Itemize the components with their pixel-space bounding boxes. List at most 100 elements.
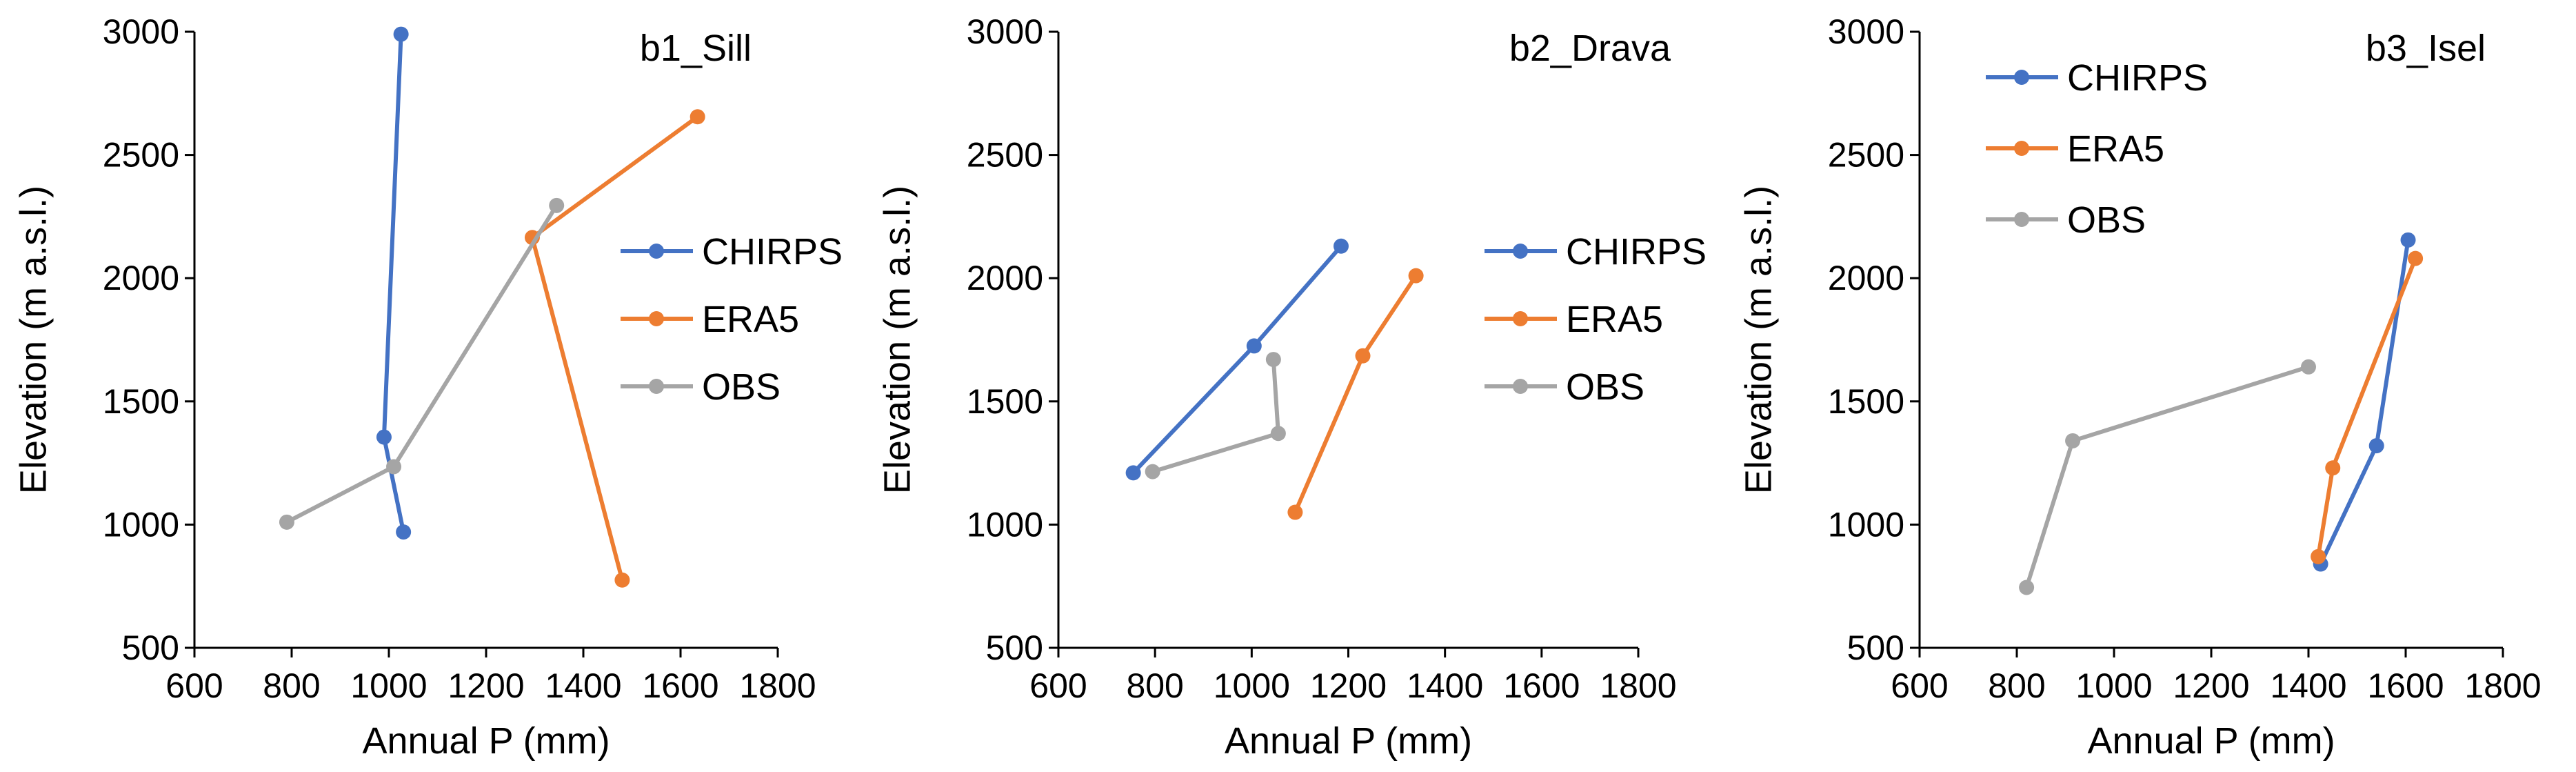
series-line-chirps (1131, 244, 1343, 475)
data-point-chirps (376, 429, 392, 445)
legend-swatch-marker-obs (649, 379, 664, 394)
legend-swatch-marker-era5 (2014, 141, 2029, 156)
x-tick-label: 1000 (350, 666, 427, 705)
legend-swatch-marker-chirps (649, 244, 664, 259)
y-tick-label: 1500 (1828, 382, 1904, 421)
x-tick-label: 1800 (2464, 666, 2541, 705)
y-tick-label: 1500 (967, 382, 1043, 421)
data-point-chirps (396, 524, 412, 540)
y-tick-label: 2000 (967, 259, 1043, 297)
data-point-chirps (2400, 232, 2416, 248)
chart-panel-3: 500 1000 1500 2000 2500 3000 600 800 1000 1200 140… (1738, 12, 2541, 762)
y-axis-title: Elevation (m a.s.l.) (876, 186, 918, 494)
x-tick-label: 600 (165, 666, 223, 705)
x-axis-title: Annual P (mm) (1225, 720, 1472, 762)
y-tick-label: 500 (986, 629, 1043, 667)
data-point-obs (386, 459, 402, 475)
y-tick-label: 500 (122, 629, 179, 667)
data-point-obs (279, 514, 294, 530)
x-tick-label: 1600 (2367, 666, 2444, 705)
y-tick-label: 1000 (967, 505, 1043, 544)
legend-swatch-marker-era5 (1513, 311, 1528, 326)
x-tick-label: 800 (1988, 666, 2045, 705)
panel-title: b1_Sill (640, 28, 752, 69)
chart-panel-2: 500 1000 1500 2000 2500 3000 600 800 1000 1200 140… (876, 12, 1707, 762)
y-tick-label: 1500 (103, 382, 179, 421)
legend: CHIRPS ERA5 OBS (1485, 231, 1707, 408)
legend-label-obs: OBS (1566, 366, 1644, 408)
chart-panel-1: 500 1000 1500 2000 2500 3000 600 800 1000 1200 140… (12, 12, 843, 762)
legend-swatch-marker-chirps (2014, 70, 2029, 85)
data-point-era5 (1287, 504, 1303, 520)
y-axis-title: Elevation (m a.s.l.) (1738, 186, 1779, 494)
x-axis-title: Annual P (mm) (2087, 720, 2335, 762)
x-tick-label: 1600 (642, 666, 718, 705)
legend: CHIRPS ERA5 OBS (621, 231, 843, 408)
legend-label-obs: OBS (2067, 199, 2146, 241)
y-tick-label: 3000 (1828, 12, 1904, 51)
legend-label-era5: ERA5 (1566, 299, 1663, 340)
series-line-era5 (1293, 273, 1418, 515)
series-line-chirps (2318, 237, 2411, 566)
x-tick-label: 1000 (2075, 666, 2152, 705)
x-tick-label: 800 (1126, 666, 1183, 705)
x-tick-label: 1600 (1503, 666, 1580, 705)
data-point-chirps (1246, 338, 1262, 354)
data-point-era5 (690, 109, 705, 125)
data-point-chirps (393, 26, 409, 42)
data-point-obs (2019, 580, 2035, 595)
data-point-obs (1265, 352, 1281, 368)
data-point-chirps (2368, 438, 2384, 454)
series-line-obs (2024, 364, 2311, 590)
legend-label-chirps: CHIRPS (2067, 57, 2208, 99)
series-line-obs (284, 203, 559, 524)
legend: CHIRPS ERA5 OBS (1986, 57, 2208, 241)
data-point-era5 (1408, 268, 1424, 284)
y-tick-label: 2000 (1828, 259, 1904, 297)
y-tick-label: 3000 (103, 12, 179, 51)
series-line-era5 (2316, 256, 2418, 559)
data-point-obs (1270, 426, 1286, 442)
series-line-era5 (530, 115, 700, 582)
panel-title: b3_Isel (2366, 28, 2486, 69)
legend-label-era5: ERA5 (2067, 128, 2164, 170)
series-line-obs (1150, 357, 1280, 474)
x-tick-label: 1000 (1214, 666, 1290, 705)
data-point-obs (2065, 433, 2081, 448)
y-tick-label: 2500 (103, 136, 179, 175)
y-tick-label: 1000 (1828, 505, 1904, 544)
y-tick-label: 3000 (967, 12, 1043, 51)
legend-swatch-marker-era5 (649, 311, 664, 326)
data-point-obs (2301, 359, 2316, 375)
x-tick-label: 1400 (545, 666, 621, 705)
data-point-era5 (2408, 250, 2424, 266)
x-tick-label: 600 (1029, 666, 1087, 705)
data-point-obs (549, 197, 565, 213)
y-tick-label: 2500 (967, 136, 1043, 175)
data-point-obs (1145, 464, 1160, 479)
legend-swatch-marker-chirps (1513, 244, 1528, 259)
x-tick-label: 1400 (1407, 666, 1483, 705)
y-tick-label: 1000 (103, 505, 179, 544)
x-tick-label: 1800 (1600, 666, 1676, 705)
legend-swatch-marker-obs (2014, 212, 2029, 227)
x-tick-label: 1200 (1310, 666, 1387, 705)
x-tick-label: 1400 (2270, 666, 2346, 705)
legend-label-obs: OBS (702, 366, 781, 408)
y-axis-title: Elevation (m a.s.l.) (12, 186, 54, 494)
legend-label-chirps: CHIRPS (702, 231, 843, 273)
y-tick-label: 2000 (103, 259, 179, 297)
data-point-era5 (614, 572, 630, 588)
legend-label-chirps: CHIRPS (1566, 231, 1707, 273)
legend-swatch-marker-obs (1513, 379, 1528, 394)
data-point-era5 (2311, 548, 2326, 564)
data-point-era5 (1355, 348, 1371, 364)
x-tick-label: 1200 (2173, 666, 2249, 705)
y-tick-label: 2500 (1828, 136, 1904, 175)
x-tick-label: 800 (263, 666, 320, 705)
x-tick-label: 1800 (739, 666, 816, 705)
y-tick-label: 500 (1847, 629, 1904, 667)
legend-label-era5: ERA5 (702, 299, 799, 340)
panel-title: b2_Drava (1509, 28, 1671, 69)
